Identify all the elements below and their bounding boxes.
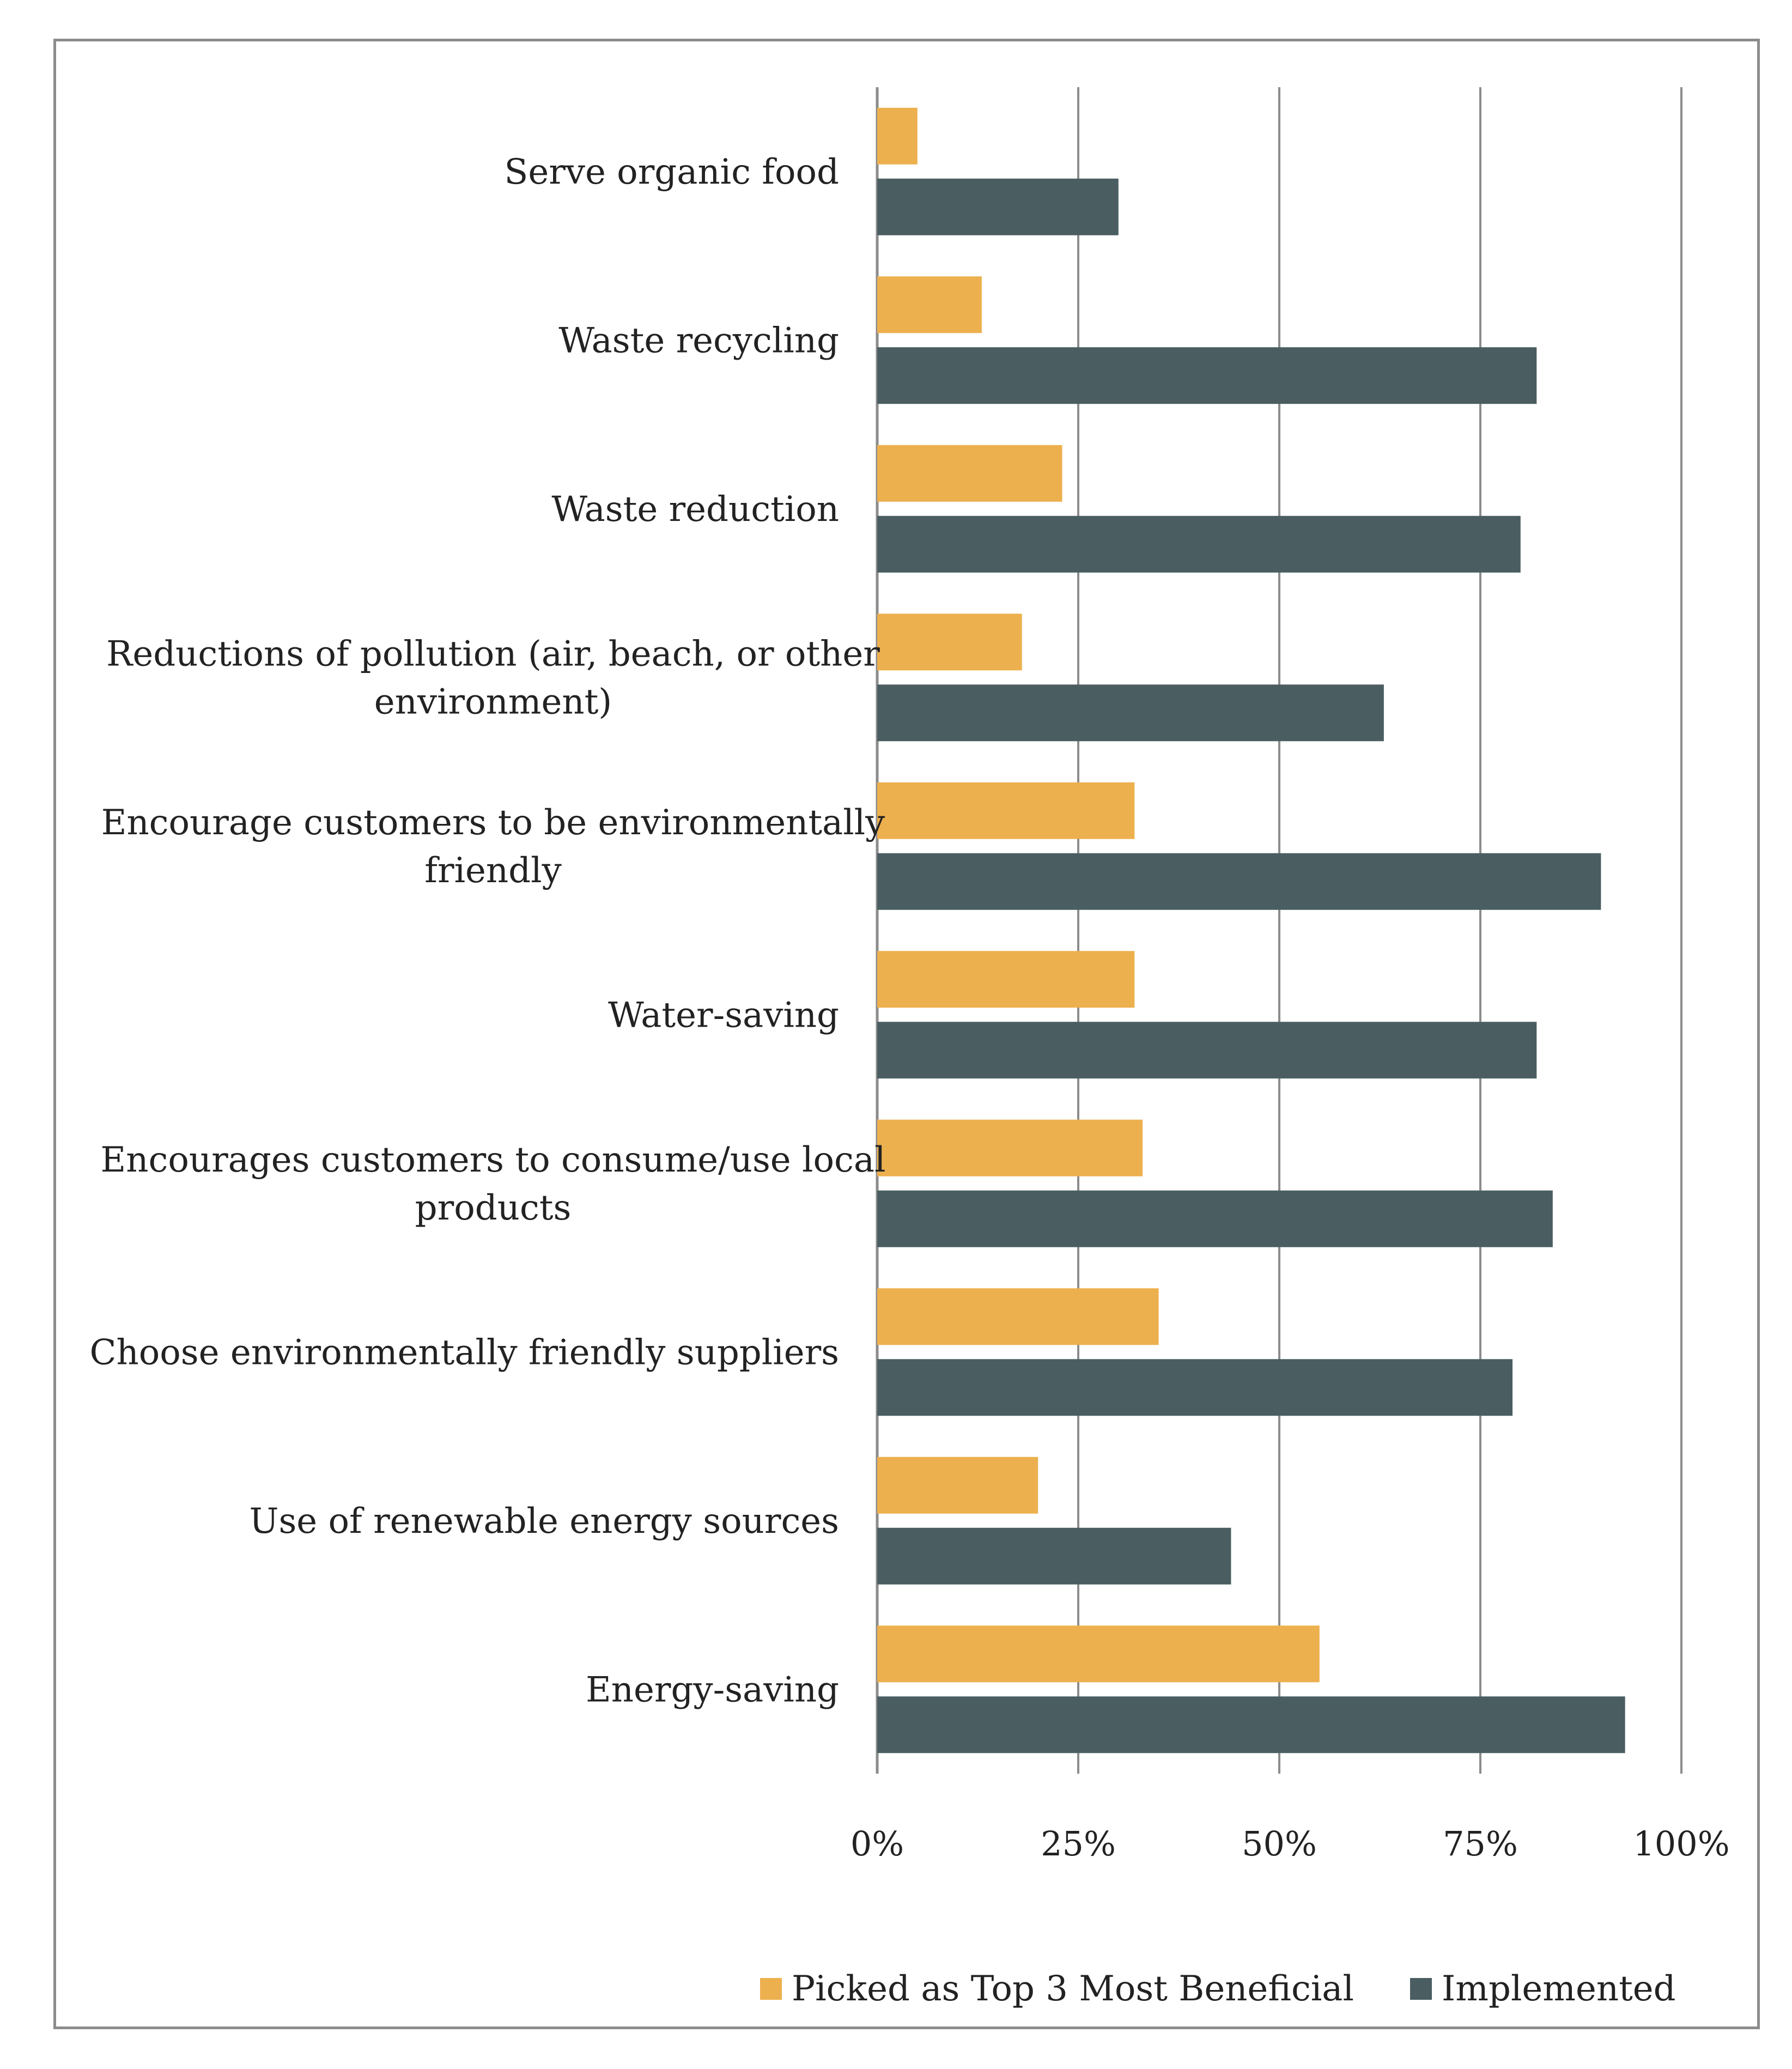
legend-item-top3: Picked as Top 3 Most Beneficial xyxy=(760,1959,1354,2019)
x-tick-label-25: 25% xyxy=(1041,1824,1116,1864)
bar-implemented-3 xyxy=(877,684,1384,742)
bar-top3-4 xyxy=(877,782,1135,839)
x-tick-label-75: 75% xyxy=(1443,1824,1518,1864)
legend: Picked as Top 3 Most Beneficial Implemen… xyxy=(0,1959,1792,2019)
category-label-8: Use of renewable energy sources xyxy=(250,1501,840,1542)
bar-top3-6 xyxy=(877,1119,1143,1176)
bar-top3-1 xyxy=(877,276,982,333)
bar-implemented-1 xyxy=(877,347,1537,404)
x-tick-label-0: 0% xyxy=(851,1824,904,1864)
bars xyxy=(877,107,1625,1754)
bar-implemented-6 xyxy=(877,1190,1553,1247)
bar-top3-2 xyxy=(877,445,1062,502)
bar-implemented-2 xyxy=(877,515,1521,573)
bar-top3-9 xyxy=(877,1625,1320,1683)
bar-implemented-7 xyxy=(877,1359,1513,1416)
category-label-9: Energy-saving xyxy=(586,1670,839,1710)
bar-implemented-4 xyxy=(877,853,1601,910)
x-tick-labels: 0% 25% 50% 75% 100% xyxy=(851,1824,1730,1864)
legend-label-implemented: Implemented xyxy=(1442,1969,1676,2009)
legend-item-implemented: Implemented xyxy=(1410,1959,1676,2019)
bar-top3-0 xyxy=(877,107,918,165)
category-labels: Serve organic food Waste recycling Waste r… xyxy=(90,152,886,1710)
bar-implemented-9 xyxy=(877,1696,1625,1754)
category-label-7: Choose environmentally friendly supplier… xyxy=(90,1332,840,1373)
x-tick-label-100: 100% xyxy=(1633,1824,1729,1864)
category-label-2: Waste reduction xyxy=(551,489,839,530)
legend-label-top3: Picked as Top 3 Most Beneficial xyxy=(792,1969,1354,2009)
bar-top3-3 xyxy=(877,614,1022,671)
category-label-3: Reductions of pollution (air, beach, or … xyxy=(106,634,880,722)
grid-lines xyxy=(876,87,1682,1774)
bar-implemented-5 xyxy=(877,1022,1537,1079)
legend-swatch-top3 xyxy=(760,1978,782,2000)
category-label-0: Serve organic food xyxy=(504,152,839,192)
bar-top3-5 xyxy=(877,951,1135,1008)
category-label-6: Encourages customers to consume/use loca… xyxy=(101,1140,886,1228)
category-label-4: Encourage customers to be environmentall… xyxy=(101,803,885,891)
x-tick-label-50: 50% xyxy=(1242,1824,1317,1864)
bar-implemented-8 xyxy=(877,1527,1231,1585)
bar-implemented-0 xyxy=(877,178,1119,235)
category-label-5: Water-saving xyxy=(608,995,839,1035)
category-label-1: Waste recycling xyxy=(558,320,839,361)
legend-swatch-implemented xyxy=(1410,1978,1432,2000)
bar-top3-8 xyxy=(877,1457,1038,1514)
bar-top3-7 xyxy=(877,1288,1159,1345)
